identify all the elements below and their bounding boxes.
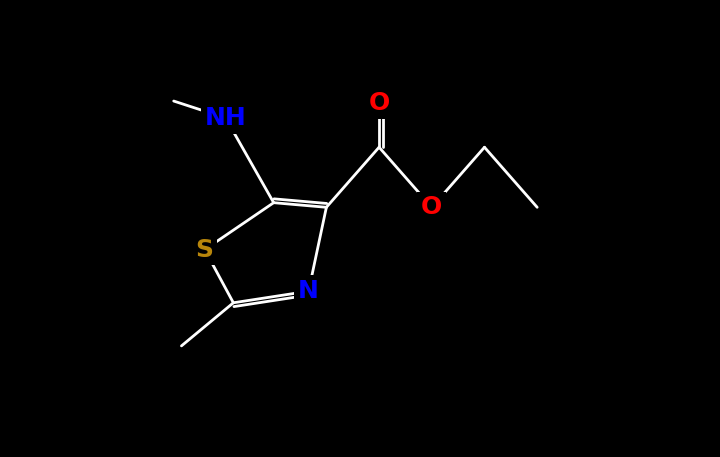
- Text: N: N: [298, 279, 319, 303]
- Text: S: S: [196, 238, 214, 262]
- Text: O: O: [421, 195, 442, 219]
- Text: NH: NH: [204, 106, 246, 130]
- Text: O: O: [369, 91, 390, 115]
